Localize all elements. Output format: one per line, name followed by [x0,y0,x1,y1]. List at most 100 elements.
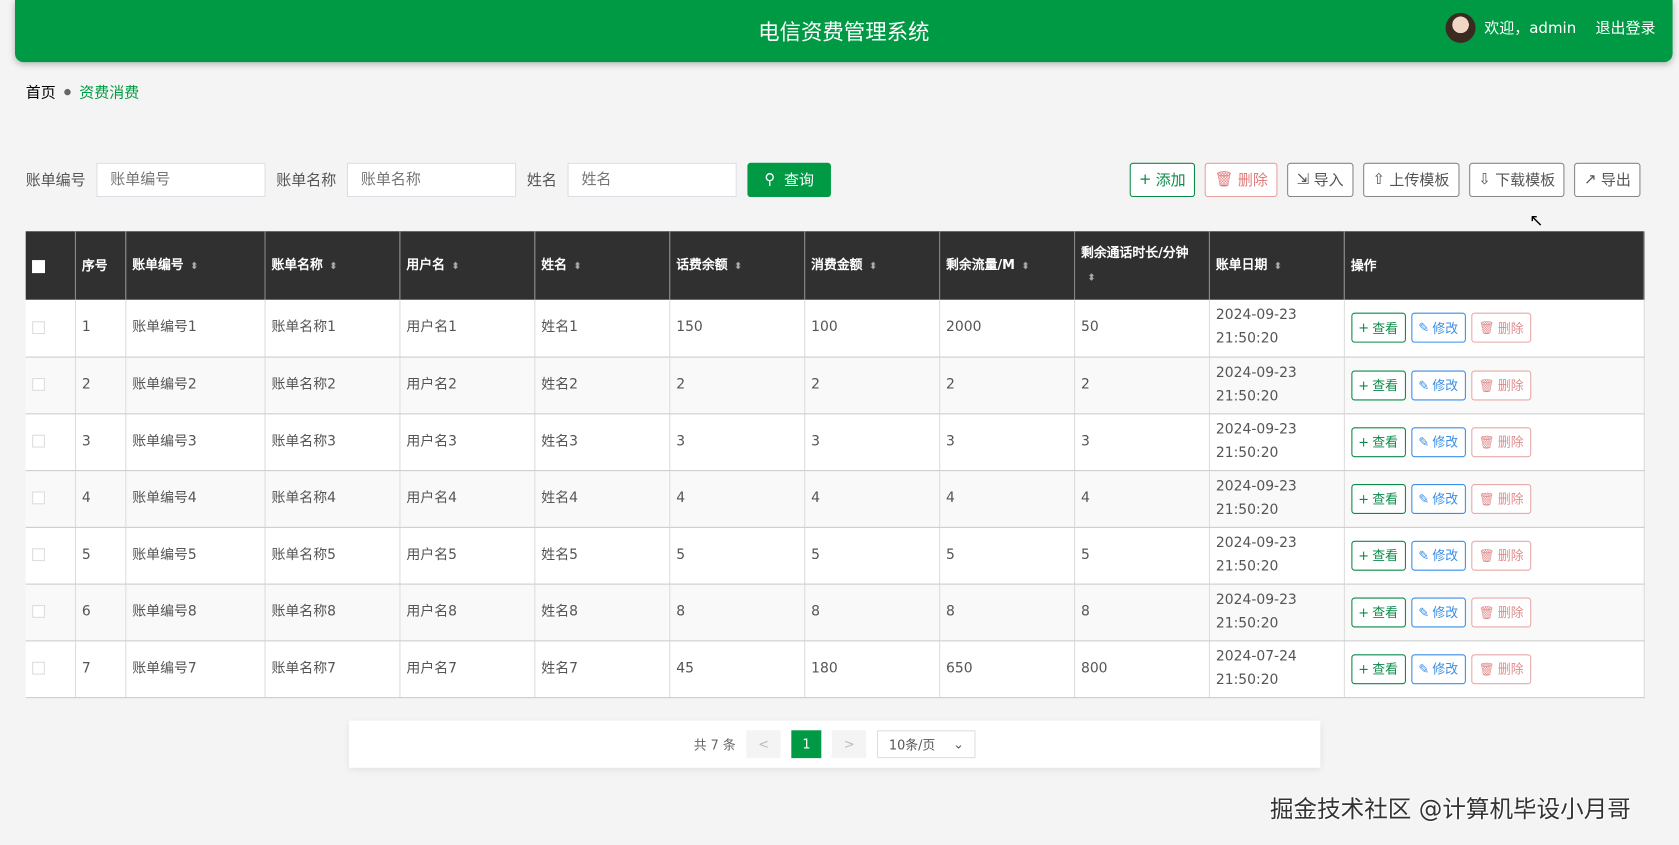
row-checkbox[interactable] [32,434,45,448]
column-header[interactable]: 消费金额 ⬍ [804,231,940,300]
row-select-cell [25,299,76,358]
delete-button[interactable]: 🗑 删除 [1470,426,1532,457]
view-button[interactable]: + 查看 [1350,426,1406,457]
column-header-label: 账单日期 [1215,256,1268,272]
delete-button[interactable]: 🗑 删除 [1470,369,1532,400]
trash-icon: 🗑 [1478,320,1495,336]
actions-cell: + 查看 ✎ 修改 🗑 删除 [1343,526,1645,585]
column-header[interactable]: 剩余通话时长/分钟 ⬍ [1074,231,1210,300]
delete-button[interactable]: 🗑 删除 [1470,653,1532,684]
edit-button[interactable]: ✎ 修改 [1410,596,1466,627]
table-cell: 2 [804,356,940,414]
pagination: 共 7 条 < 1 > 10条/页 ⌄ [349,720,1321,768]
table-cell: 6 [74,583,126,641]
row-checkbox[interactable] [32,661,45,675]
query-button[interactable]: ⚲ 查询 [747,162,831,198]
column-header-label: 剩余流量/M [946,256,1015,272]
table-cell: 账单名称5 [264,526,400,585]
column-header[interactable]: 用户名 ⬍ [399,231,535,300]
delete-button[interactable]: 🗑 删除 [1470,312,1532,343]
sort-icon[interactable]: ⬍ [1087,273,1096,284]
breadcrumb-home[interactable]: 首页 [25,84,56,102]
table-cell: 账单名称1 [264,299,400,358]
top-header: 电信资费管理系统 欢迎，admin 退出登录 [14,0,1673,63]
import-button[interactable]: ⇲ 导入 [1287,162,1354,198]
row-checkbox[interactable] [32,320,45,334]
table-cell: 650 [939,640,1075,698]
edit-button[interactable]: ✎ 修改 [1410,426,1466,457]
batch-delete-button[interactable]: 🗑 删除 [1204,162,1278,198]
edit-button[interactable]: ✎ 修改 [1410,312,1466,343]
delete-label: 删除 [1237,172,1268,190]
table-cell: 姓名3 [534,413,670,471]
column-header[interactable]: 账单编号 ⬍ [125,231,266,300]
table-cell: 4 [1074,470,1210,528]
sort-icon[interactable]: ⬍ [190,261,199,272]
delete-button[interactable]: 🗑 删除 [1470,596,1532,627]
page-1-button[interactable]: 1 [791,730,822,759]
export-button[interactable]: ↗ 导出 [1574,162,1641,198]
table-cell: 账单名称8 [264,583,400,641]
sort-icon[interactable]: ⬍ [1273,261,1282,272]
column-header[interactable]: 账单日期 ⬍ [1208,231,1345,300]
add-button[interactable]: + 添加 [1129,162,1196,198]
view-button[interactable]: + 查看 [1350,540,1406,571]
upload-template-button[interactable]: ⇧ 上传模板 [1362,162,1459,198]
view-button[interactable]: + 查看 [1350,312,1406,343]
sort-icon[interactable]: ⬍ [734,261,743,272]
column-header[interactable]: 话费余额 ⬍ [669,231,805,300]
chevron-down-icon: ⌄ [953,736,964,752]
column-header[interactable]: 账单名称 ⬍ [264,231,400,300]
sort-icon[interactable]: ⬍ [868,261,878,272]
row-checkbox[interactable] [32,605,45,618]
sort-icon[interactable]: ⬍ [451,261,460,272]
edit-button[interactable]: ✎ 修改 [1410,483,1466,514]
table-cell: 5 [804,526,940,585]
table-cell: 账单编号2 [125,356,266,414]
sort-icon[interactable]: ⬍ [1021,261,1030,272]
view-label: 查看 [1372,605,1399,620]
prev-page-button[interactable]: < [746,730,781,759]
view-button[interactable]: + 查看 [1350,596,1406,627]
row-checkbox[interactable] [32,491,45,505]
delete-button[interactable]: 🗑 删除 [1470,483,1532,514]
table-cell: 2024-09-23 21:50:20 [1208,470,1345,528]
avatar[interactable] [1445,12,1476,43]
view-button[interactable]: + 查看 [1350,653,1406,684]
trash-icon: 🗑 [1478,490,1495,506]
view-button[interactable]: + 查看 [1350,369,1406,400]
actions-cell: + 查看 ✎ 修改 🗑 删除 [1343,583,1645,641]
table-cell: 5 [939,526,1075,585]
column-header-label: 姓名 [541,256,568,272]
edit-button[interactable]: ✎ 修改 [1410,540,1466,571]
view-label: 查看 [1372,548,1399,564]
delete-label: 删除 [1497,434,1524,450]
bill-no-input[interactable] [96,162,266,198]
edit-button[interactable]: ✎ 修改 [1410,653,1466,684]
delete-button[interactable]: 🗑 删除 [1470,540,1532,571]
bill-name-input[interactable] [346,162,517,198]
row-checkbox[interactable] [32,377,45,391]
sort-icon[interactable]: ⬍ [573,261,582,272]
bill-table: 序号 账单编号 ⬍ 账单名称 ⬍ 用户名 ⬍ 姓名 ⬍ 话费余额 ⬍ 消费金额 ⬍ 剩余流量/M ⬍ 剩余通话… [25,231,1645,698]
row-checkbox[interactable] [32,548,45,562]
page-size-select[interactable]: 10条/页 ⌄ [877,730,976,759]
actions-cell: + 查看 ✎ 修改 🗑 删除 [1343,470,1645,528]
view-button[interactable]: + 查看 [1350,483,1406,514]
column-header[interactable]: 姓名 ⬍ [534,231,670,300]
app-title: 电信资费管理系统 [758,19,930,45]
table-cell: 用户名2 [399,356,535,414]
sort-icon[interactable]: ⬍ [329,261,338,272]
table-cell: 3 [669,413,805,471]
edit-icon: ✎ [1418,434,1430,450]
table-cell: 7 [74,640,126,698]
logout-link[interactable]: 退出登录 [1595,20,1656,38]
name-input[interactable] [567,162,737,198]
edit-button[interactable]: ✎ 修改 [1410,369,1466,400]
row-select-cell [25,470,76,528]
next-page-button[interactable]: > [832,730,867,759]
select-all-checkbox[interactable] [32,259,45,273]
column-header[interactable]: 剩余流量/M ⬍ [939,231,1075,300]
table-cell: 3 [74,413,126,471]
download-template-button[interactable]: ⇩ 下载模板 [1468,162,1565,198]
